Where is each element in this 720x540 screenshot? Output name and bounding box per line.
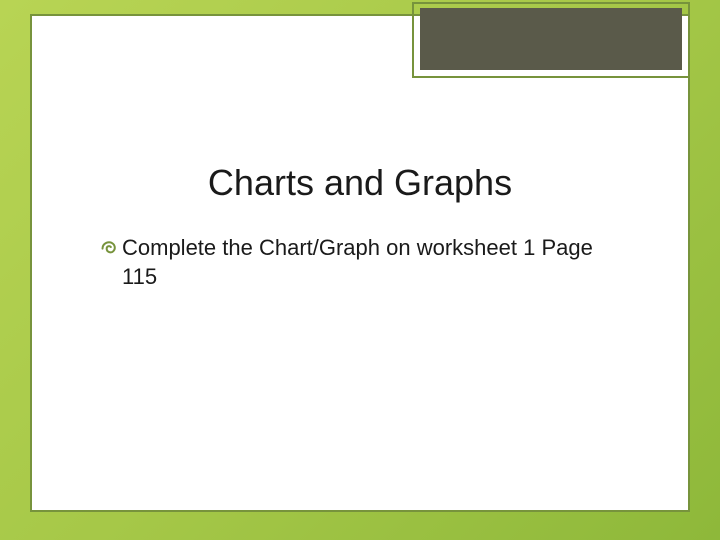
slide-card: Charts and Graphs Complete the Chart/Gra… <box>30 14 690 512</box>
bullet-text: Complete the Chart/Graph on worksheet 1 … <box>122 234 628 291</box>
bullet-item: Complete the Chart/Graph on worksheet 1 … <box>100 234 628 291</box>
slide-title: Charts and Graphs <box>32 162 688 204</box>
swirl-bullet-icon <box>100 236 120 258</box>
corner-decoration-fill <box>420 8 682 70</box>
